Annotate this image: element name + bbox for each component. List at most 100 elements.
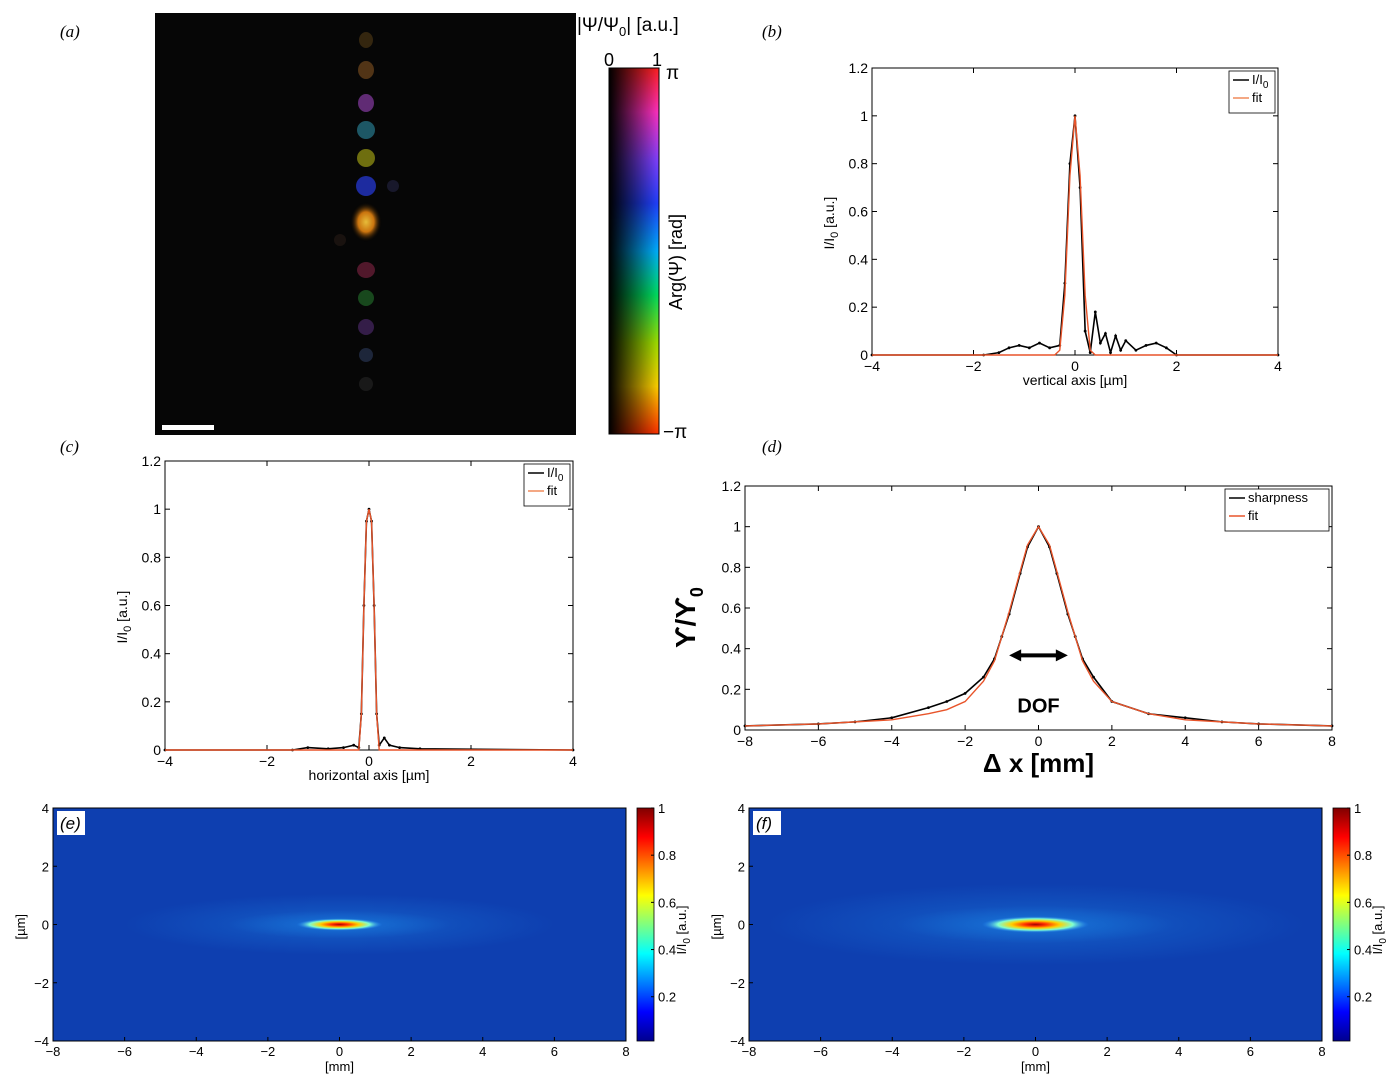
- y-tick-label: 0: [42, 918, 49, 933]
- series-line-fit: [872, 115, 1278, 356]
- data-point: [1164, 346, 1168, 350]
- data-point: [1027, 346, 1031, 350]
- x-tick-label: −4: [864, 358, 880, 374]
- x-tick-label: 4: [1175, 1044, 1182, 1059]
- data-point: [1119, 348, 1123, 352]
- wavefield-spots: [334, 32, 399, 391]
- heatmap-field: [53, 808, 626, 1041]
- y-tick-label: 0.6: [722, 600, 742, 616]
- colorbar-tick-label: 0.2: [1354, 990, 1372, 1005]
- x-tick-label: 2: [1104, 1044, 1111, 1059]
- y-tick-label: 1.2: [849, 60, 869, 76]
- panel-tag-box: [57, 811, 85, 835]
- x-tick-label: −8: [46, 1044, 61, 1059]
- x-tick-label: −8: [742, 1044, 757, 1059]
- y-tick-label: −4: [34, 1034, 49, 1049]
- y-tick-label: 0.6: [849, 204, 869, 220]
- plot-frame-c: [164, 460, 574, 751]
- x-tick-label: −6: [813, 1044, 828, 1059]
- data-point: [1038, 341, 1041, 345]
- x-tick-label: −8: [737, 733, 753, 749]
- x-axis-label: horizontal axis [µm]: [309, 767, 430, 783]
- y-tick-label: 0: [738, 918, 745, 933]
- data-point: [1144, 344, 1148, 347]
- y-tick-label: 0.4: [142, 646, 162, 662]
- dof-arrow-head-right: [1055, 649, 1068, 662]
- colorbar-pi-bottom: −π: [663, 422, 687, 443]
- x-tick-label: −2: [259, 753, 275, 769]
- data-point: [1092, 675, 1095, 679]
- data-point: [945, 700, 949, 703]
- x-tick-label: −2: [956, 1044, 971, 1059]
- y-tick-label: 0: [153, 742, 161, 758]
- colorbar-label: I/I0 [a.u.]: [1370, 906, 1389, 955]
- chart-b: −4 −2 0 2 4 0 0.2 0.4 0.6 0.8 1 1.2 vertical axis [µ…: [821, 60, 1282, 388]
- colorbar-tick-label: 0.8: [658, 848, 676, 863]
- data-point: [1183, 716, 1187, 720]
- heatmap-colorbar: [636, 807, 655, 1042]
- y-tick-label: 1.2: [142, 453, 162, 469]
- y-axis-label: [µm]: [709, 914, 724, 940]
- data-point: [342, 746, 345, 749]
- y-tick-label: 0.6: [142, 598, 162, 614]
- x-tick-label: 0: [336, 1044, 343, 1059]
- x-tick-label: −4: [885, 1044, 900, 1059]
- y-axis-label: [µm]: [13, 914, 28, 940]
- data-point: [1134, 348, 1138, 352]
- x-tick-label: −6: [117, 1044, 132, 1059]
- y-tick-label: 1.2: [722, 478, 742, 494]
- heatmap-colorbar: [1332, 807, 1351, 1042]
- colorbar-tick-label: 1: [658, 801, 665, 816]
- x-axis-label: Δ x [mm]: [983, 748, 1094, 778]
- data-point: [1109, 351, 1112, 355]
- x-tick-label: −4: [157, 753, 173, 769]
- y-tick-label: 0.4: [722, 641, 742, 657]
- y-tick-label: 0.2: [722, 681, 742, 697]
- x-tick-label: −6: [810, 733, 826, 749]
- colorbar-pi-top: π: [666, 63, 679, 84]
- colorbar-max-label: 1: [652, 50, 662, 70]
- data-point: [1017, 344, 1021, 347]
- y-tick-label: 0.8: [849, 156, 869, 172]
- y-tick-label: 1: [733, 519, 741, 535]
- colorbar-magnitude-label: |Ψ/Ψ0| [a.u.]: [577, 15, 679, 39]
- x-tick-label: 4: [1274, 358, 1282, 374]
- x-tick-label: 2: [467, 753, 475, 769]
- data-point: [963, 692, 967, 695]
- y-tick-label: 2: [42, 859, 49, 874]
- x-tick-label: −2: [957, 733, 973, 749]
- data-point: [1093, 310, 1097, 314]
- magnitude-overlay: [609, 68, 659, 434]
- panel-a: |Ψ/Ψ0| [a.u.] 0 1 π −π Arg(Ψ) [rad]: [155, 13, 687, 443]
- panel-label-d: (d): [762, 437, 782, 456]
- y-tick-label: −2: [730, 976, 745, 991]
- dof-label: DOF: [1017, 695, 1059, 717]
- x-tick-label: 2: [1108, 733, 1116, 749]
- colorbar-tick-label: 0.6: [658, 895, 676, 910]
- data-point: [306, 746, 310, 749]
- data-point: [352, 743, 356, 747]
- y-tick-label: 0.8: [722, 559, 742, 575]
- x-tick-label: 6: [1255, 733, 1263, 749]
- y-tick-label: 0: [733, 722, 741, 738]
- x-tick-label: 2: [1173, 358, 1181, 374]
- y-tick-label: −4: [730, 1034, 745, 1049]
- y-tick-label: 0.2: [142, 694, 162, 710]
- x-tick-label: 4: [569, 753, 577, 769]
- series-line-fit: [744, 525, 1333, 727]
- panel-label-c: (c): [60, 437, 79, 456]
- legend-entry: sharpness: [1248, 490, 1308, 505]
- x-tick-label: 0: [1032, 1044, 1039, 1059]
- series-line-fit: [165, 509, 573, 751]
- colorbar-tick-label: 0.6: [1354, 895, 1372, 910]
- panel-label-f: (f): [756, 814, 772, 833]
- x-tick-label: 8: [1318, 1044, 1325, 1059]
- data-point: [1114, 334, 1117, 338]
- y-tick-label: 0.2: [849, 299, 869, 315]
- panel-label-e: (e): [60, 814, 81, 833]
- x-tick-label: 4: [479, 1044, 486, 1059]
- data-point: [1154, 341, 1158, 345]
- chart-e: −8 −6 −4 −2 0 2 4 6 8 −4 −2 0 2 4 [mm] [µm] (e) 1 0.8 0.6 0.…: [13, 801, 693, 1074]
- scale-bar: [162, 425, 214, 430]
